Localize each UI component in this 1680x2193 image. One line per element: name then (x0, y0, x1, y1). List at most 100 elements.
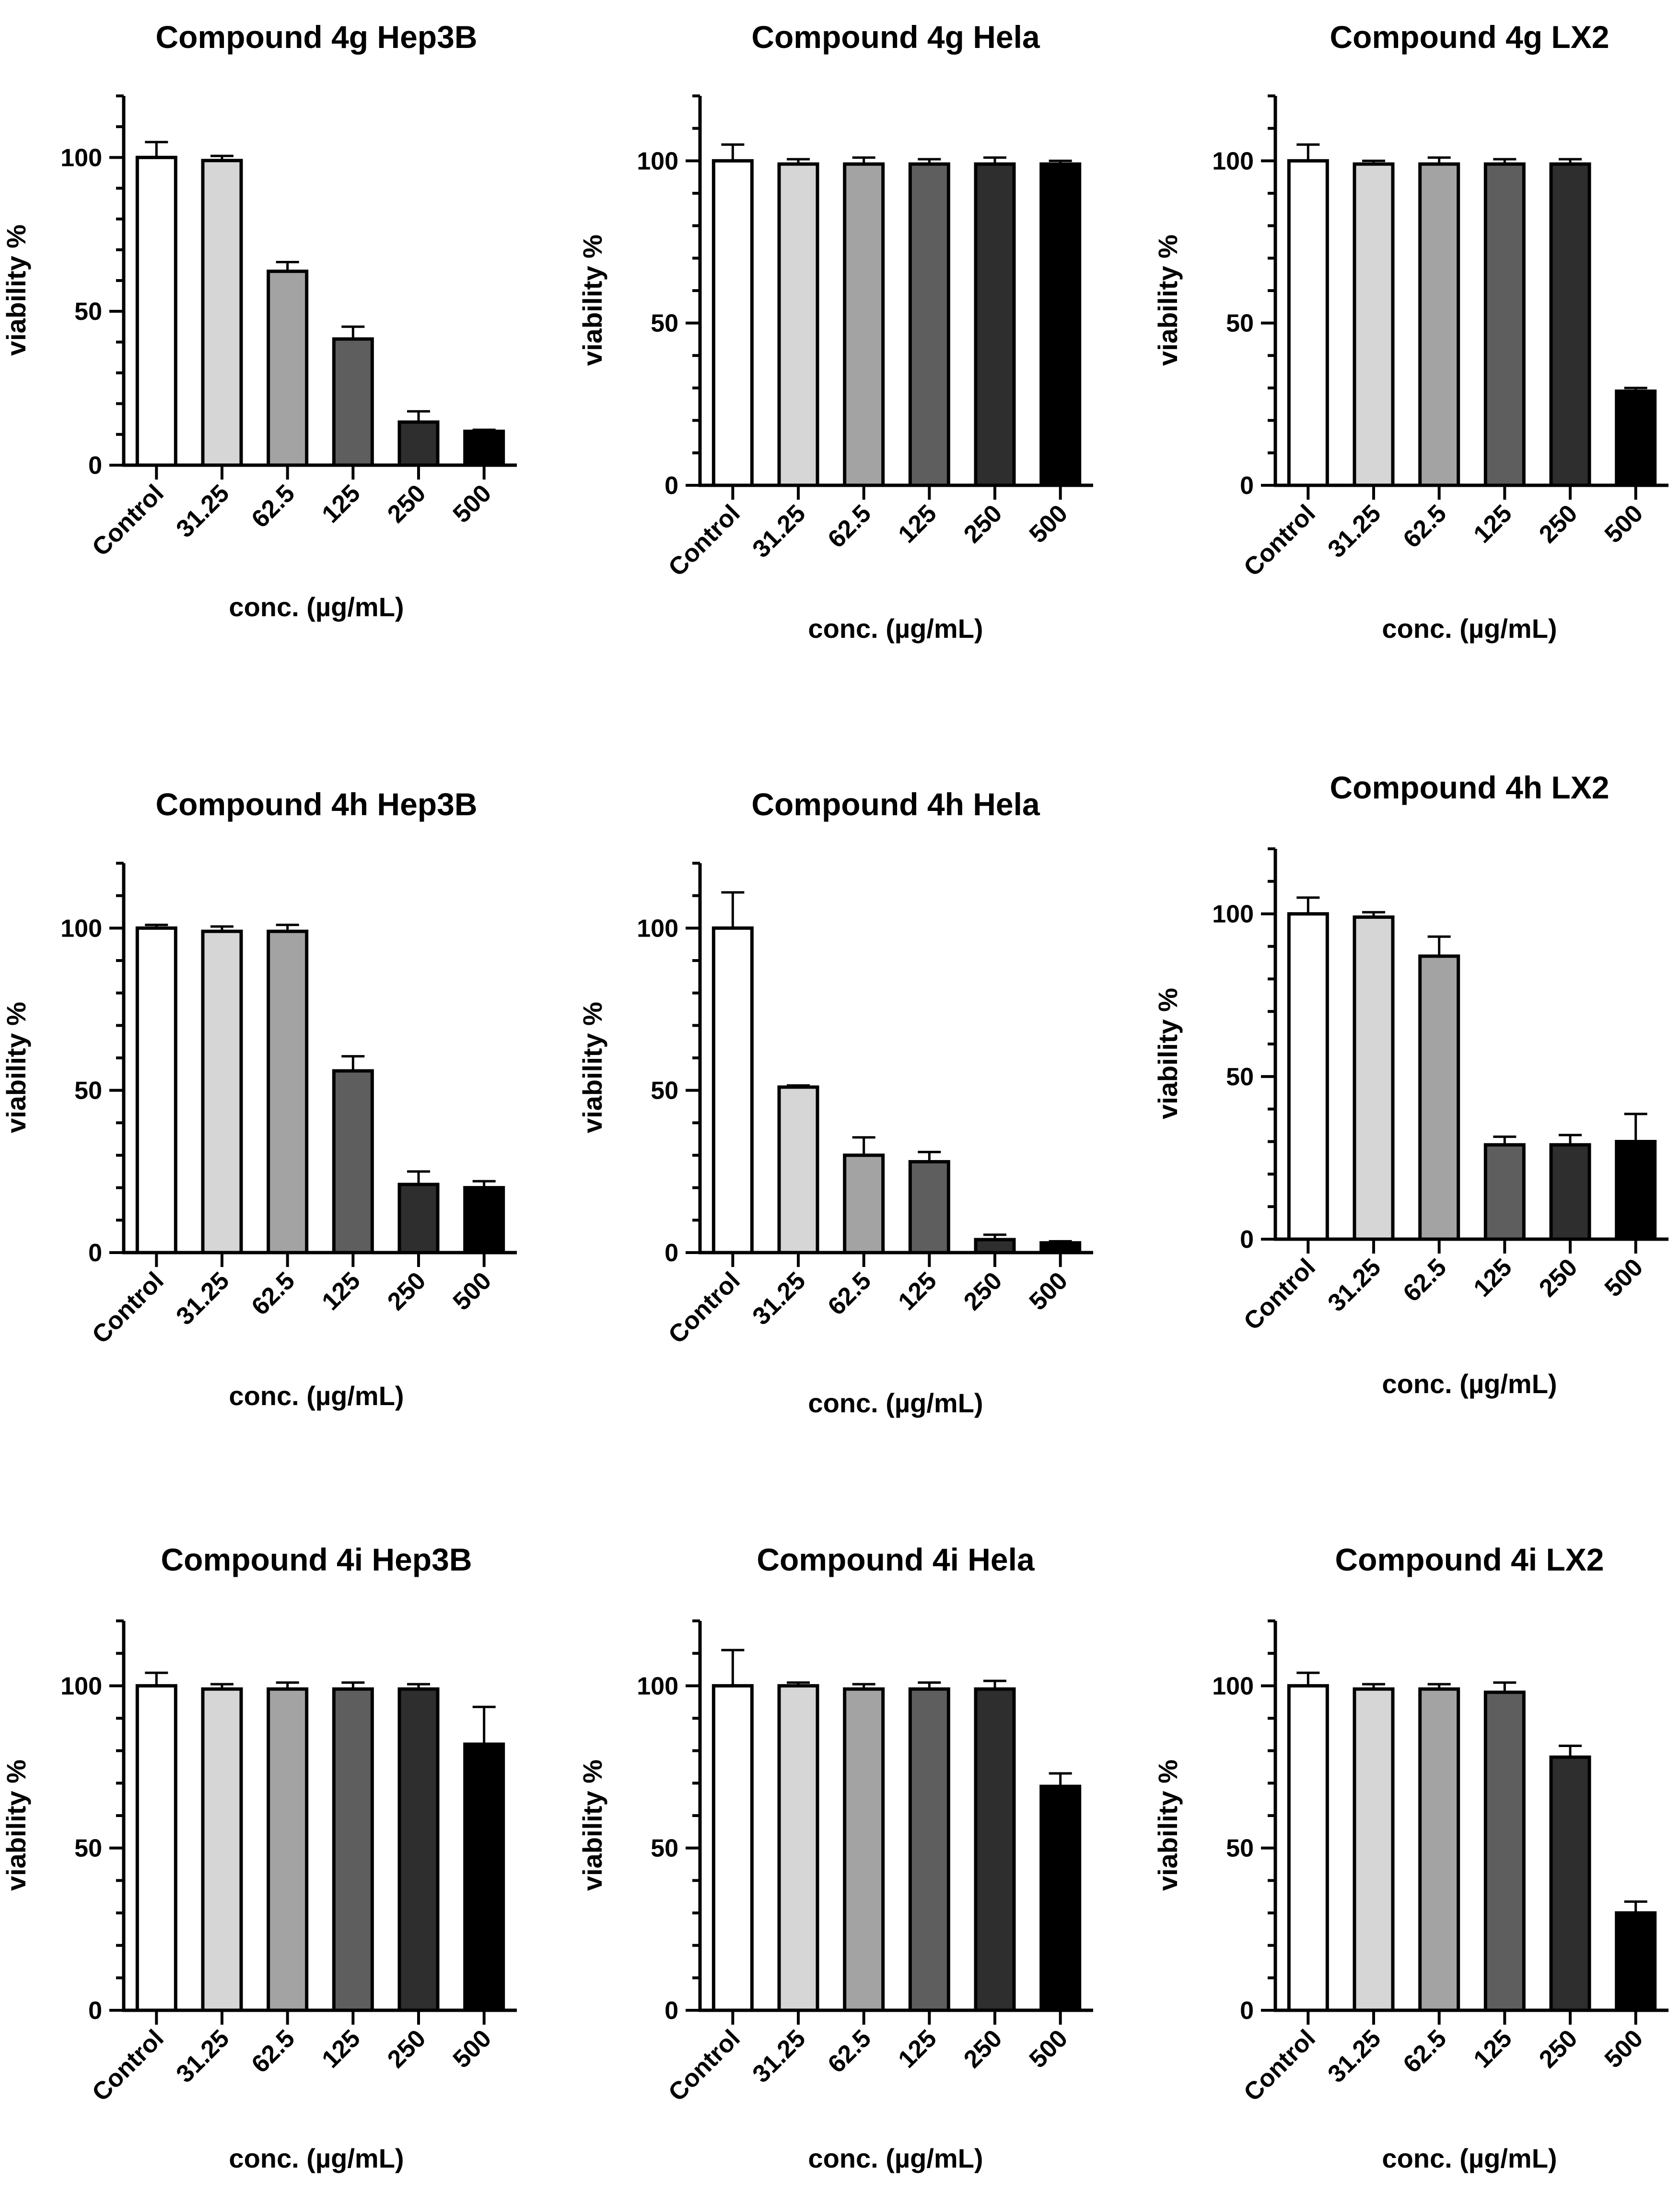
y-tick-label: 0 (88, 452, 102, 480)
chart-panel-7: Compound 4i Hep3B viability % conc. (µg/mL… (1, 1542, 517, 2173)
y-tick-label: 100 (60, 1672, 102, 1700)
x-tick-label: 125 (1468, 1253, 1517, 1302)
y-tick-label: 50 (1226, 310, 1254, 338)
x-tick-label: Control (87, 1267, 169, 1349)
y-tick-label: 50 (74, 1835, 102, 1863)
bar-125 (332, 1069, 374, 1255)
bar-Control (135, 926, 177, 1255)
x-tick-label: 250 (382, 1267, 431, 1315)
bar-125 (1483, 1143, 1526, 1241)
bar-500 (1615, 1140, 1657, 1241)
bar-125 (908, 1687, 950, 2012)
bar-62.5 (267, 1687, 309, 2012)
y-tick-label: 100 (60, 915, 102, 942)
y-tick-label: 50 (1226, 1835, 1254, 1863)
x-axis-label: conc. (µg/mL) (1382, 613, 1557, 644)
x-tick-label: 31.25 (1322, 1253, 1386, 1317)
x-axis-label: conc. (µg/mL) (1382, 2143, 1557, 2173)
x-tick-label: 125 (316, 479, 365, 528)
bar-31.25 (201, 159, 243, 467)
y-axis-label: viability % (577, 1759, 607, 1891)
x-tick-label: 250 (958, 1267, 1007, 1315)
bar-Control (712, 159, 754, 487)
bar-250 (397, 420, 440, 467)
x-tick-label: 250 (382, 479, 431, 528)
bar-62.5 (1418, 162, 1460, 487)
y-tick-label: 50 (1226, 1063, 1254, 1091)
bar-Control (712, 926, 754, 1255)
bar-31.25 (777, 162, 819, 487)
bar-125 (332, 1687, 374, 2012)
bar-500 (463, 1186, 505, 1255)
bar-125 (908, 1160, 950, 1255)
bar-31.25 (201, 929, 243, 1255)
x-tick-label: 500 (1599, 499, 1648, 548)
y-tick-label: 0 (665, 1239, 678, 1267)
chart-title: Compound 4h Hep3B (156, 786, 478, 822)
x-tick-label: Control (663, 1267, 746, 1349)
x-tick-label: 125 (316, 1267, 365, 1315)
x-tick-label: 125 (316, 2024, 365, 2073)
chart-panel-4: Compound 4h Hep3B viability % conc. (µg/mL… (1, 786, 517, 1411)
bar-250 (1549, 1143, 1591, 1241)
bar-31.25 (777, 1085, 819, 1255)
bar-500 (1039, 1241, 1082, 1255)
x-tick-label: 250 (382, 2024, 431, 2073)
x-tick-label: 125 (893, 1267, 942, 1315)
chart-panel-1: Compound 4g Hep3B viability % conc. (µg/mL… (1, 19, 517, 622)
chart-panel-3: Compound 4g LX2 viability % conc. (µg/mL) 0… (1153, 19, 1668, 644)
bar-62.5 (267, 270, 309, 467)
y-tick-label: 50 (74, 298, 102, 326)
bar-31.25 (777, 1684, 819, 2012)
x-tick-label: 31.25 (747, 2024, 811, 2088)
x-tick-label: 500 (1024, 499, 1073, 548)
y-tick-label: 0 (88, 1997, 102, 2025)
bar-31.25 (201, 1687, 243, 2012)
x-tick-label: 500 (1599, 2024, 1648, 2073)
bar-62.5 (843, 162, 885, 487)
y-tick-label: 50 (74, 1077, 102, 1105)
x-tick-label: Control (663, 499, 746, 582)
bar-125 (908, 162, 950, 487)
x-tick-label: 62.5 (823, 1267, 877, 1321)
y-tick-label: 100 (637, 915, 678, 942)
bar-Control (135, 1684, 177, 2012)
y-tick-label: 0 (1240, 472, 1254, 500)
y-tick-label: 0 (1240, 1997, 1254, 2025)
chart-title: Compound 4h LX2 (1330, 770, 1610, 805)
y-tick-label: 0 (665, 1997, 678, 2025)
x-tick-label: 31.25 (747, 499, 811, 563)
x-tick-label: 125 (893, 2024, 942, 2073)
x-tick-label: 250 (1534, 2024, 1583, 2073)
x-axis-label: conc. (µg/mL) (808, 1388, 983, 1418)
bar-250 (974, 1238, 1016, 1255)
x-tick-label: 125 (893, 499, 942, 548)
bar-31.25 (1353, 915, 1395, 1241)
y-axis-label: viability % (1, 1002, 31, 1133)
x-tick-label: 62.5 (1398, 499, 1452, 553)
y-tick-label: 0 (665, 472, 678, 500)
x-tick-label: 62.5 (246, 1267, 301, 1321)
chart-panel-5: Compound 4h Hela viability % conc. (µg/mL)… (577, 786, 1093, 1418)
bar-62.5 (267, 929, 309, 1255)
chart-panel-6: Compound 4h LX2 viability % conc. (µg/mL) 0… (1153, 770, 1668, 1399)
x-tick-label: 31.25 (1322, 2024, 1386, 2088)
x-tick-label: 500 (448, 1267, 497, 1315)
bar-500 (1039, 162, 1082, 487)
x-tick-label: Control (663, 2024, 746, 2107)
x-tick-label: 62.5 (246, 479, 301, 533)
x-tick-label: 31.25 (171, 2024, 234, 2088)
bar-Control (1287, 1684, 1329, 2012)
x-tick-label: 500 (1024, 2024, 1073, 2073)
bar-500 (463, 429, 505, 467)
x-tick-label: 62.5 (823, 2024, 877, 2078)
bar-62.5 (1418, 1687, 1460, 2012)
x-tick-label: 250 (1534, 1253, 1583, 1302)
y-axis-label: viability % (1153, 988, 1183, 1119)
x-tick-label: 125 (1468, 2024, 1517, 2073)
bar-Control (135, 155, 177, 467)
chart-title: Compound 4i Hep3B (161, 1542, 472, 1577)
x-tick-label: 250 (1534, 499, 1583, 548)
x-axis-label: conc. (µg/mL) (808, 613, 983, 644)
